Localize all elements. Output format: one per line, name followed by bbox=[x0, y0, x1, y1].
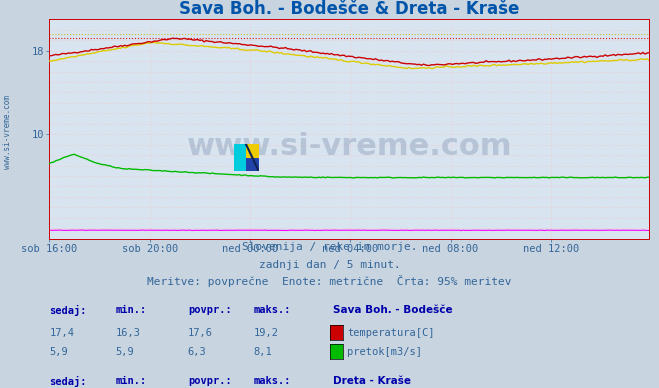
Title: Sava Boh. - Bodešče & Dreta - Kraše: Sava Boh. - Bodešče & Dreta - Kraše bbox=[179, 0, 519, 18]
Text: sedaj:: sedaj: bbox=[49, 305, 87, 315]
Text: Sava Boh. - Bodešče: Sava Boh. - Bodešče bbox=[333, 305, 453, 315]
Text: min.:: min.: bbox=[115, 376, 146, 386]
Bar bbox=[246, 144, 258, 158]
Text: 8,1: 8,1 bbox=[254, 347, 272, 357]
Text: maks.:: maks.: bbox=[254, 305, 291, 315]
Text: Meritve: povprečne  Enote: metrične  Črta: 95% meritev: Meritve: povprečne Enote: metrične Črta:… bbox=[147, 275, 512, 287]
Text: 17,6: 17,6 bbox=[188, 328, 213, 338]
Text: maks.:: maks.: bbox=[254, 376, 291, 386]
Bar bbox=[233, 144, 246, 171]
Text: min.:: min.: bbox=[115, 305, 146, 315]
Text: zadnji dan / 5 minut.: zadnji dan / 5 minut. bbox=[258, 260, 401, 270]
Text: Dreta - Kraše: Dreta - Kraše bbox=[333, 376, 411, 386]
Text: sedaj:: sedaj: bbox=[49, 376, 87, 387]
Text: 19,2: 19,2 bbox=[254, 328, 279, 338]
Text: temperatura[C]: temperatura[C] bbox=[347, 328, 435, 338]
Text: 5,9: 5,9 bbox=[49, 347, 68, 357]
Bar bbox=[246, 158, 258, 171]
Text: www.si-vreme.com: www.si-vreme.com bbox=[186, 132, 512, 161]
Text: povpr.:: povpr.: bbox=[188, 305, 231, 315]
Text: 17,4: 17,4 bbox=[49, 328, 74, 338]
Text: www.si-vreme.com: www.si-vreme.com bbox=[3, 95, 12, 169]
Text: 5,9: 5,9 bbox=[115, 347, 134, 357]
Text: Slovenija / reke in morje.: Slovenija / reke in morje. bbox=[242, 242, 417, 252]
Text: pretok[m3/s]: pretok[m3/s] bbox=[347, 347, 422, 357]
Text: 16,3: 16,3 bbox=[115, 328, 140, 338]
Text: 6,3: 6,3 bbox=[188, 347, 206, 357]
Text: povpr.:: povpr.: bbox=[188, 376, 231, 386]
